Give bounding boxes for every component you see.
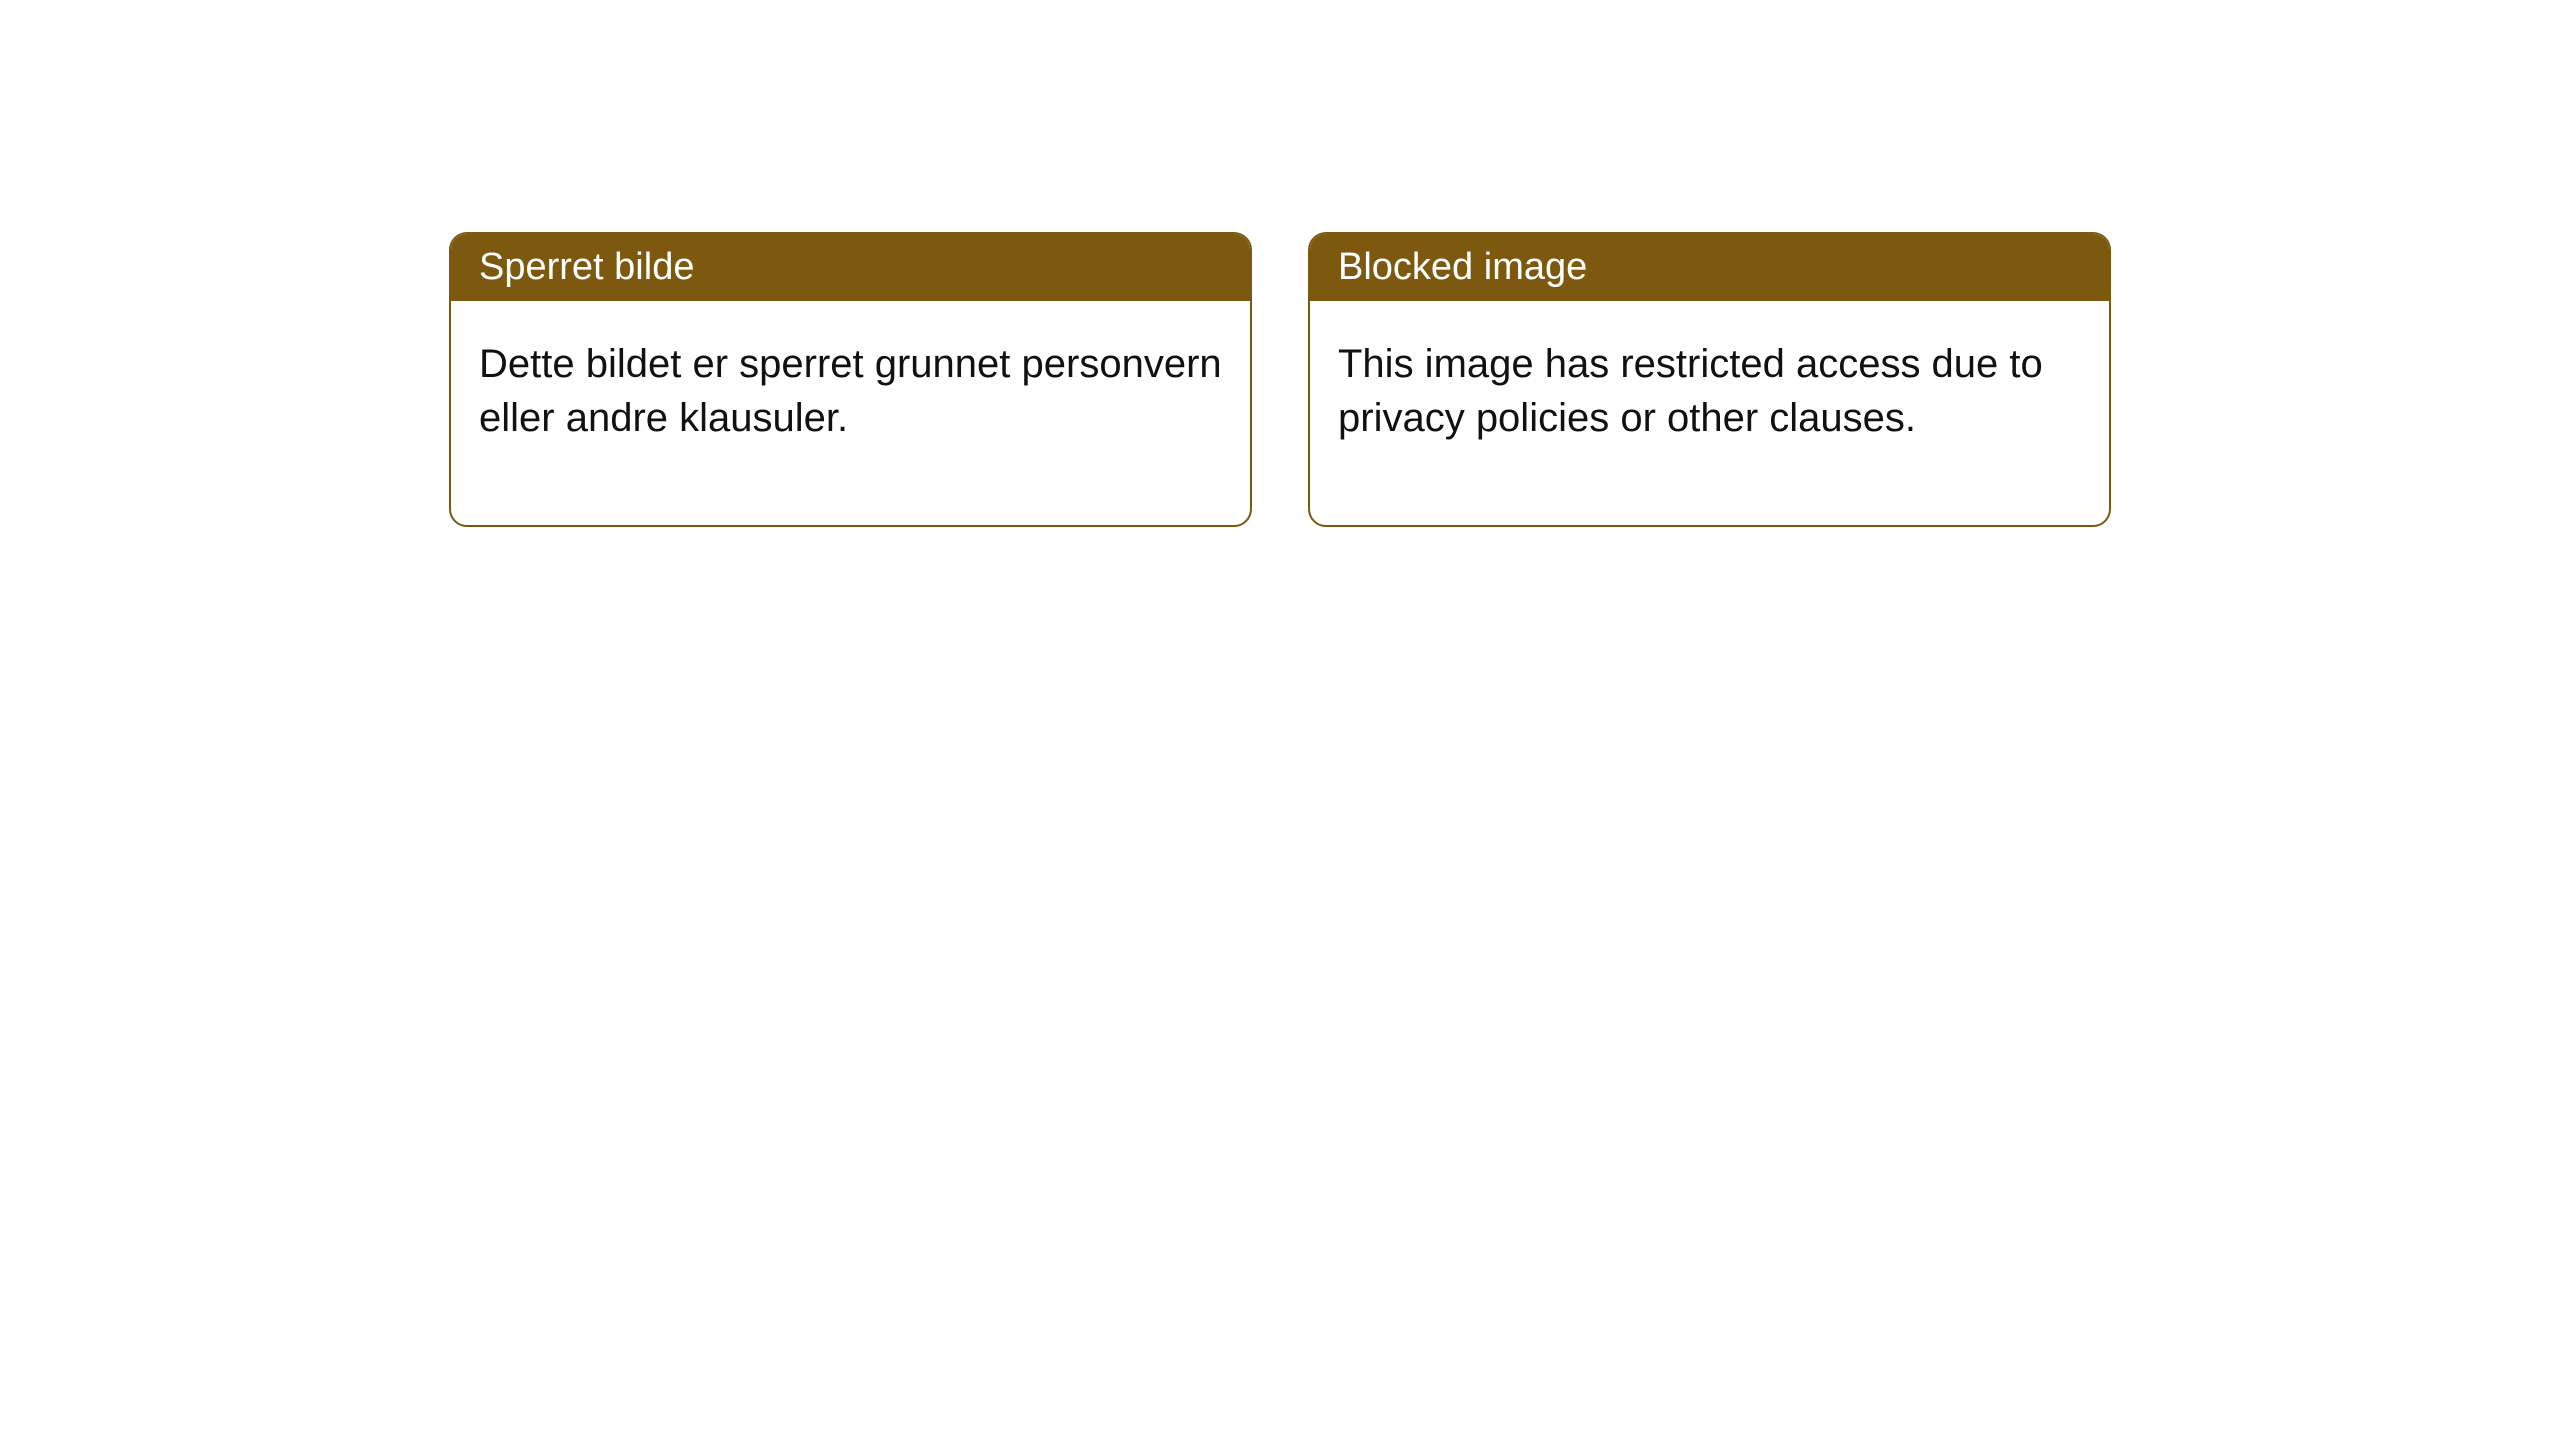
notice-container: Sperret bilde Dette bildet er sperret gr… xyxy=(449,232,2111,527)
notice-header-english: Blocked image xyxy=(1310,234,2109,301)
notice-card-english: Blocked image This image has restricted … xyxy=(1308,232,2111,527)
notice-title-english: Blocked image xyxy=(1338,246,1587,288)
notice-card-norwegian: Sperret bilde Dette bildet er sperret gr… xyxy=(449,232,1252,527)
notice-text-norwegian: Dette bildet er sperret grunnet personve… xyxy=(479,342,1222,440)
notice-body-norwegian: Dette bildet er sperret grunnet personve… xyxy=(451,301,1250,525)
notice-header-norwegian: Sperret bilde xyxy=(451,234,1250,301)
notice-body-english: This image has restricted access due to … xyxy=(1310,301,2109,525)
notice-text-english: This image has restricted access due to … xyxy=(1338,342,2043,440)
notice-title-norwegian: Sperret bilde xyxy=(479,246,694,288)
